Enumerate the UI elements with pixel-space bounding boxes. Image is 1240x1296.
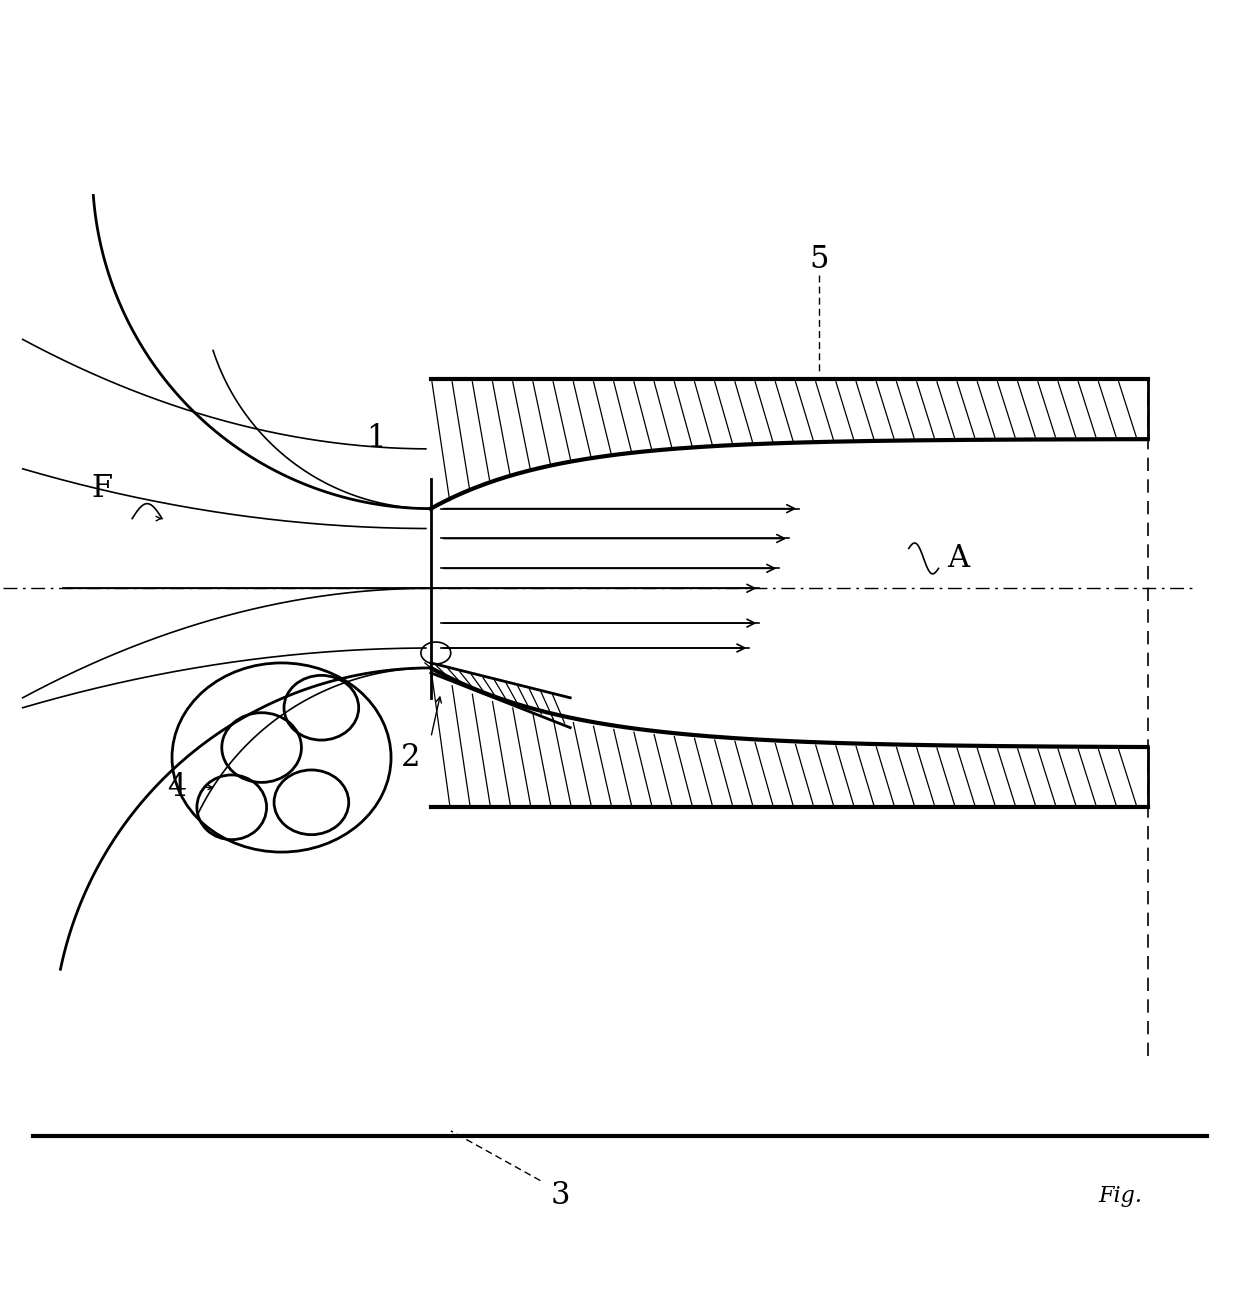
Text: Fig.: Fig. [1097,1185,1142,1207]
Text: F: F [92,473,113,504]
Text: 4: 4 [167,772,186,804]
Text: 3: 3 [551,1181,570,1210]
Text: 5: 5 [810,244,828,275]
Text: A: A [947,543,970,574]
Text: 2: 2 [402,743,420,772]
Text: 1: 1 [366,424,386,455]
